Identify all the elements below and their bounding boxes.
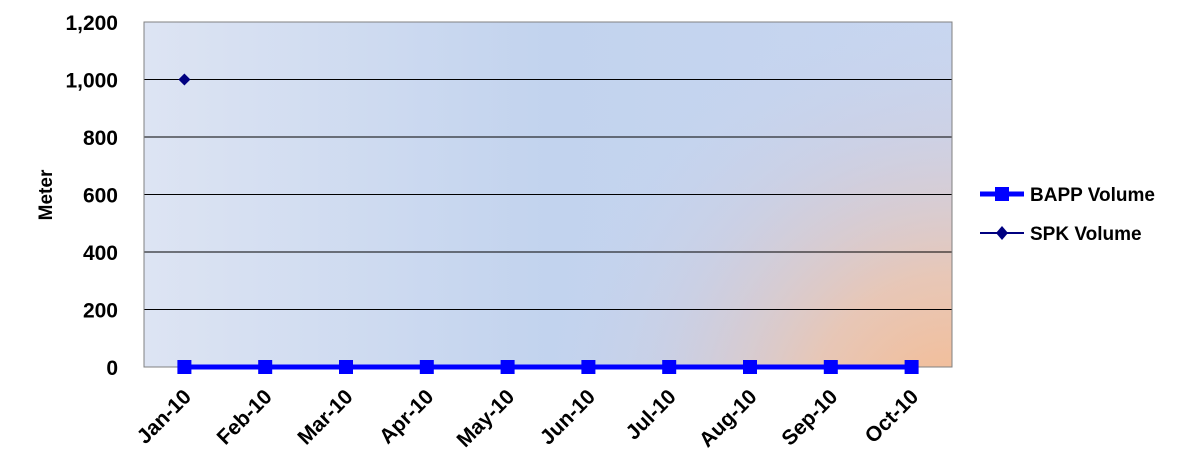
- legend-marker-bapp: [995, 187, 1009, 201]
- x-tick-label: May-10: [453, 385, 520, 452]
- y-tick-label: 0: [106, 357, 118, 380]
- data-point: [904, 360, 919, 374]
- data-point: [178, 73, 191, 86]
- x-tick-label: Jun-10: [536, 385, 600, 449]
- legend-marker-spk: [996, 226, 1008, 240]
- data-point: [581, 360, 596, 374]
- data-point: [662, 360, 677, 374]
- x-tick-label: Feb-10: [213, 385, 277, 449]
- y-tick-label: 800: [83, 127, 118, 150]
- x-tick-label: Jul-10: [622, 385, 681, 444]
- y-axis-ticks: 0 200 400 600 800 1,000 1,200: [65, 12, 118, 380]
- y-axis-label: Meter: [36, 169, 57, 220]
- x-tick-label: Jan-10: [133, 385, 196, 448]
- x-axis-ticks: Jan-10 Feb-10 Mar-10 Apr-10 May-10 Jun-10 Jul-…: [133, 385, 924, 452]
- y-tick-label: 400: [83, 242, 118, 265]
- legend-label-spk: SPK Volume: [1030, 224, 1142, 245]
- legend-item-bapp: BAPP Volume: [980, 185, 1155, 206]
- series-layer: [177, 73, 919, 374]
- data-point: [419, 360, 434, 374]
- data-point: [258, 360, 273, 374]
- series-spk-volume: [178, 73, 191, 86]
- legend: BAPP Volume SPK Volume: [980, 185, 1155, 245]
- series-bapp-volume: [177, 360, 919, 374]
- y-tick-label: 1,000: [65, 70, 118, 93]
- data-point: [177, 360, 192, 374]
- data-point: [339, 360, 353, 374]
- gridlines: [144, 79, 952, 310]
- y-tick-label: 200: [83, 300, 118, 323]
- x-tick-label: Sep-10: [777, 385, 842, 450]
- x-tick-label: Mar-10: [293, 385, 357, 449]
- x-tick-label: Oct-10: [861, 385, 923, 447]
- data-point: [743, 360, 757, 374]
- data-point: [500, 360, 515, 374]
- y-tick-label: 600: [83, 185, 118, 208]
- legend-label-bapp: BAPP Volume: [1030, 185, 1155, 206]
- x-tick-label: Aug-10: [695, 385, 762, 452]
- y-tick-label: 1,200: [65, 12, 118, 35]
- data-point: [823, 360, 838, 374]
- legend-item-spk: SPK Volume: [980, 224, 1142, 245]
- x-tick-label: Apr-10: [375, 385, 438, 448]
